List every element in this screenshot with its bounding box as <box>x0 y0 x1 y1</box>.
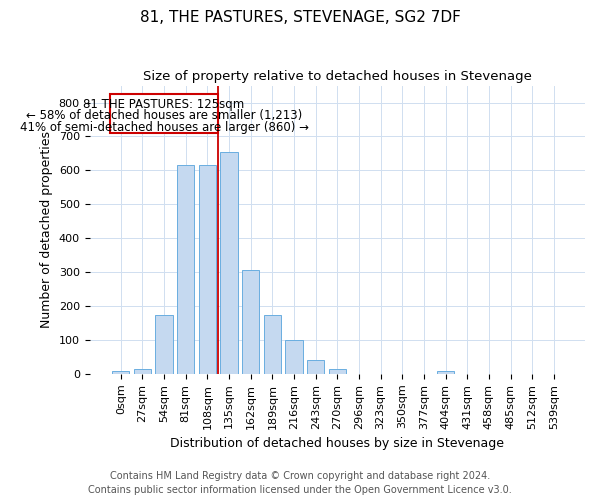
Bar <box>307 360 325 374</box>
Y-axis label: Number of detached properties: Number of detached properties <box>40 131 53 328</box>
Text: 41% of semi-detached houses are larger (860) →: 41% of semi-detached houses are larger (… <box>20 120 308 134</box>
Bar <box>134 369 151 374</box>
Text: 81, THE PASTURES, STEVENAGE, SG2 7DF: 81, THE PASTURES, STEVENAGE, SG2 7DF <box>140 10 460 25</box>
Bar <box>155 314 173 374</box>
Bar <box>199 164 216 374</box>
Text: Contains HM Land Registry data © Crown copyright and database right 2024.
Contai: Contains HM Land Registry data © Crown c… <box>88 471 512 495</box>
Title: Size of property relative to detached houses in Stevenage: Size of property relative to detached ho… <box>143 70 532 83</box>
Bar <box>242 270 259 374</box>
X-axis label: Distribution of detached houses by size in Stevenage: Distribution of detached houses by size … <box>170 437 504 450</box>
Bar <box>112 371 130 374</box>
Bar <box>220 152 238 374</box>
Bar <box>329 369 346 374</box>
Bar <box>286 340 302 374</box>
Bar <box>437 371 454 374</box>
Bar <box>177 164 194 374</box>
Text: 81 THE PASTURES: 125sqm: 81 THE PASTURES: 125sqm <box>83 98 245 111</box>
Text: ← 58% of detached houses are smaller (1,213): ← 58% of detached houses are smaller (1,… <box>26 110 302 122</box>
Bar <box>110 94 218 133</box>
Bar <box>263 314 281 374</box>
